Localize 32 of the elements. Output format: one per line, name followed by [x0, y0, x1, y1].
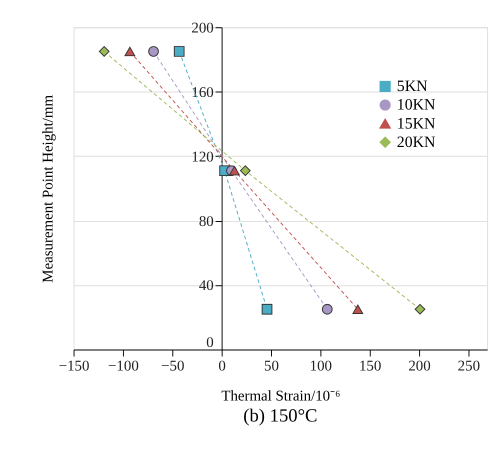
point — [174, 46, 185, 57]
x-tick-label: −100 — [108, 358, 139, 374]
legend-label: 5KN — [396, 78, 428, 96]
point — [98, 46, 110, 57]
point — [240, 165, 251, 176]
point — [229, 166, 240, 176]
x-tick-label: 50 — [264, 358, 279, 374]
point — [352, 304, 364, 314]
x-tick-label: 250 — [458, 358, 480, 374]
point — [414, 304, 426, 315]
y-tick-label: 0 — [206, 335, 214, 352]
point — [148, 46, 159, 57]
y-tick-label: 40 — [198, 278, 214, 294]
x-tick-label: −150 — [58, 358, 90, 374]
legend-label: 15KN — [396, 115, 436, 132]
point — [262, 304, 272, 315]
x-axis-title: Thermal Strain/10⁻⁶ — [221, 388, 340, 404]
y-tick-label: 200 — [191, 20, 214, 36]
x-tick-label: −50 — [161, 358, 184, 374]
text: (b) 150°C — [243, 405, 318, 426]
legend-label: 10KN — [396, 96, 436, 114]
y-tick-label: 160 — [191, 84, 214, 101]
legend-label: 20KN — [396, 134, 436, 151]
x-tick-label: 150 — [358, 358, 382, 374]
x-tick-label: 200 — [408, 358, 431, 374]
x-tick-label: 100 — [310, 358, 332, 374]
y-tick-label: 120 — [191, 149, 214, 166]
y-tick-label: 80 — [198, 214, 214, 230]
point — [322, 304, 333, 315]
point — [124, 46, 136, 56]
y-axis-title: Measurement Point Height/mm — [40, 94, 57, 283]
x-tick-label: 0 — [218, 358, 226, 374]
